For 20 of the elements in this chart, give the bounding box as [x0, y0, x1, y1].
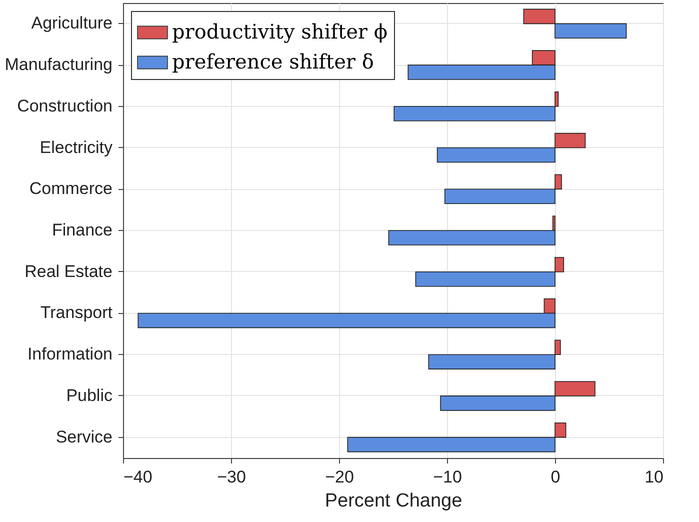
- x-tick-label: 0: [550, 468, 560, 486]
- y-tick-label: Manufacturing: [4, 55, 112, 74]
- y-tick-label: Transport: [40, 303, 113, 322]
- x-tick-label: −20: [325, 468, 354, 486]
- y-tick-label: Commerce: [29, 179, 112, 198]
- legend-label: productivity shifter ϕ: [172, 20, 388, 44]
- y-tick-label: Construction: [17, 96, 112, 116]
- legend-label: preference shifter δ: [172, 50, 374, 74]
- y-tick-label: Finance: [52, 220, 112, 240]
- x-tick-label: −10: [433, 468, 462, 486]
- x-tick-label: 10: [644, 468, 664, 486]
- x-axis-title: Percent Change: [324, 490, 462, 512]
- y-tick-label: Agriculture: [31, 14, 112, 33]
- y-tick-label: Public: [66, 386, 113, 405]
- y-tick-label: Real Estate: [24, 262, 112, 281]
- y-tick-label: Information: [27, 344, 112, 364]
- y-tick-label: Electricity: [40, 138, 113, 157]
- x-tick-label: −30: [217, 468, 246, 486]
- x-tick-label: −40: [124, 468, 152, 486]
- y-tick-label: Service: [56, 427, 112, 446]
